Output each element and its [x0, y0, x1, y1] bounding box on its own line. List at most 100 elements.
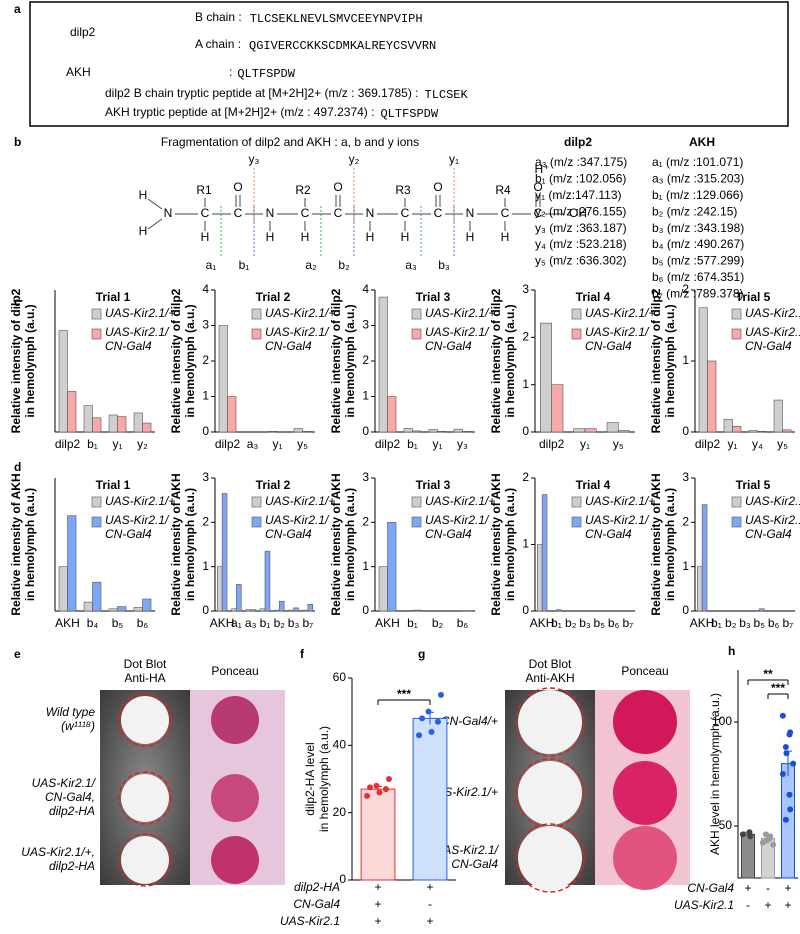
legend-swatch	[571, 516, 582, 528]
genotype-label: UAS-Kir2.1/CN-Gal4, dilp2-HA	[32, 776, 97, 818]
bar	[556, 609, 562, 612]
legend-swatch	[731, 308, 742, 320]
blot-outline	[515, 823, 585, 893]
y-tick-label: 2	[362, 353, 369, 367]
legend-label: UAS-Kir2.1/CN-Gal4	[745, 325, 800, 353]
x-tick-label: dilp2	[695, 437, 721, 451]
ponceau-spot	[613, 761, 677, 825]
blot-spot	[121, 774, 169, 822]
x-tick-label: y₁	[112, 437, 122, 451]
y-tick-label: 3	[202, 318, 209, 332]
legend-swatch	[91, 516, 102, 528]
ion-entry: y₃ (m/z :363.187)	[535, 221, 627, 235]
bar	[302, 430, 312, 433]
genotype-sign: +	[764, 898, 771, 912]
data-point	[763, 837, 770, 844]
y-axis-label: Relative intensity of AKHin hemolymph (a…	[329, 473, 357, 615]
akh-separator: :	[229, 65, 232, 79]
bar	[216, 566, 223, 612]
atom-label: N	[466, 206, 475, 220]
significance-label: **	[763, 667, 773, 681]
y-axis-label: Relative intensity of dilp2in hemolymph …	[9, 288, 37, 433]
cleavage-label: a₃	[405, 258, 417, 272]
data-point	[787, 729, 794, 736]
data-point	[779, 712, 786, 719]
legend-swatch	[571, 496, 582, 508]
y-axis-label: Relative intensity of AKHin hemolymph (a…	[649, 473, 677, 615]
x-tick-label: AKH	[690, 616, 715, 630]
akh-label: AKH	[66, 65, 91, 79]
bar	[758, 608, 765, 612]
bar	[573, 428, 586, 433]
bar	[83, 601, 93, 612]
genotype-sign: +	[374, 914, 381, 928]
y-tick-label: 1	[362, 559, 369, 573]
y-tick-label: 4	[202, 282, 209, 296]
bar	[142, 422, 152, 433]
bar	[142, 598, 152, 612]
y-tick-label: 3	[362, 470, 369, 484]
y-tick-label: 1	[682, 353, 689, 367]
x-tick-label: dilp2	[539, 437, 565, 451]
bar	[288, 609, 294, 612]
cleavage-label: y₁	[449, 152, 459, 166]
ion-header: AKH	[689, 135, 715, 149]
bar	[453, 428, 463, 433]
x-tick-label: b₂	[725, 616, 737, 630]
data-point	[428, 728, 435, 735]
bar	[428, 429, 438, 433]
ion-entry: b₂ (m/z :242.15)	[652, 204, 737, 218]
cleavage-label: b₂	[338, 258, 350, 272]
cleavage-label: y₃	[249, 152, 260, 166]
legend-label: UAS-Kir2.1/CN-Gal4	[265, 325, 330, 353]
bar	[221, 493, 228, 612]
data-point	[790, 760, 797, 767]
x-tick-label: b₇	[622, 616, 633, 630]
data-point	[367, 784, 374, 791]
bar	[67, 515, 77, 612]
y-tick-label: 60	[333, 670, 347, 684]
data-point	[437, 691, 444, 698]
genotype-sign: -	[428, 897, 432, 911]
x-tick-label: dilp2	[215, 437, 241, 451]
cleavage-label: b₃	[438, 258, 450, 272]
blot-header: Ponceau	[211, 664, 258, 678]
significance-label: ***	[397, 687, 411, 701]
bar	[231, 608, 237, 612]
ponceau-spot	[211, 774, 259, 822]
bar	[387, 396, 397, 433]
data-point	[419, 715, 426, 722]
bar	[741, 833, 755, 879]
x-tick-label: y₅	[297, 437, 308, 451]
legend-swatch	[251, 496, 262, 508]
blot-spot	[121, 836, 169, 884]
legend-label: UAS-Kir2.1/+	[105, 494, 175, 508]
bar	[117, 416, 127, 433]
x-tick-label: dilp2	[375, 437, 401, 451]
legend-swatch	[571, 308, 582, 320]
y-axis-label: dilp2-HA levelin hemolymph (a.u.)	[303, 726, 331, 832]
legend-label: UAS-Kir2.1/+	[585, 306, 655, 320]
bar	[698, 307, 708, 433]
bar	[618, 430, 630, 433]
bar	[701, 504, 708, 612]
bond	[147, 218, 163, 230]
x-tick-label: AKH	[210, 616, 235, 630]
legend-label: UAS-Kir2.1/CN-Gal4	[425, 325, 490, 353]
atom-label: C	[401, 206, 410, 220]
cleavage-label: b₁	[239, 258, 250, 272]
x-tick-label: y₁	[580, 437, 590, 451]
legend-label: UAS-Kir2.1/+	[105, 306, 175, 320]
bar	[462, 430, 472, 433]
x-tick-label: AKH	[530, 616, 555, 630]
ponceau-spot	[211, 696, 259, 744]
legend-label: UAS-Kir2.1/+	[265, 306, 335, 320]
legend-label: UAS-Kir2.1/CN-Gal4	[585, 513, 650, 541]
y-tick-label: 0	[522, 424, 529, 438]
bar	[83, 405, 93, 433]
y-tick-label: 0	[339, 872, 346, 886]
y-tick-label: 2	[202, 353, 209, 367]
x-tick-label: y₃	[457, 437, 468, 451]
x-tick-label: b₁	[407, 437, 418, 451]
bar	[264, 550, 271, 612]
